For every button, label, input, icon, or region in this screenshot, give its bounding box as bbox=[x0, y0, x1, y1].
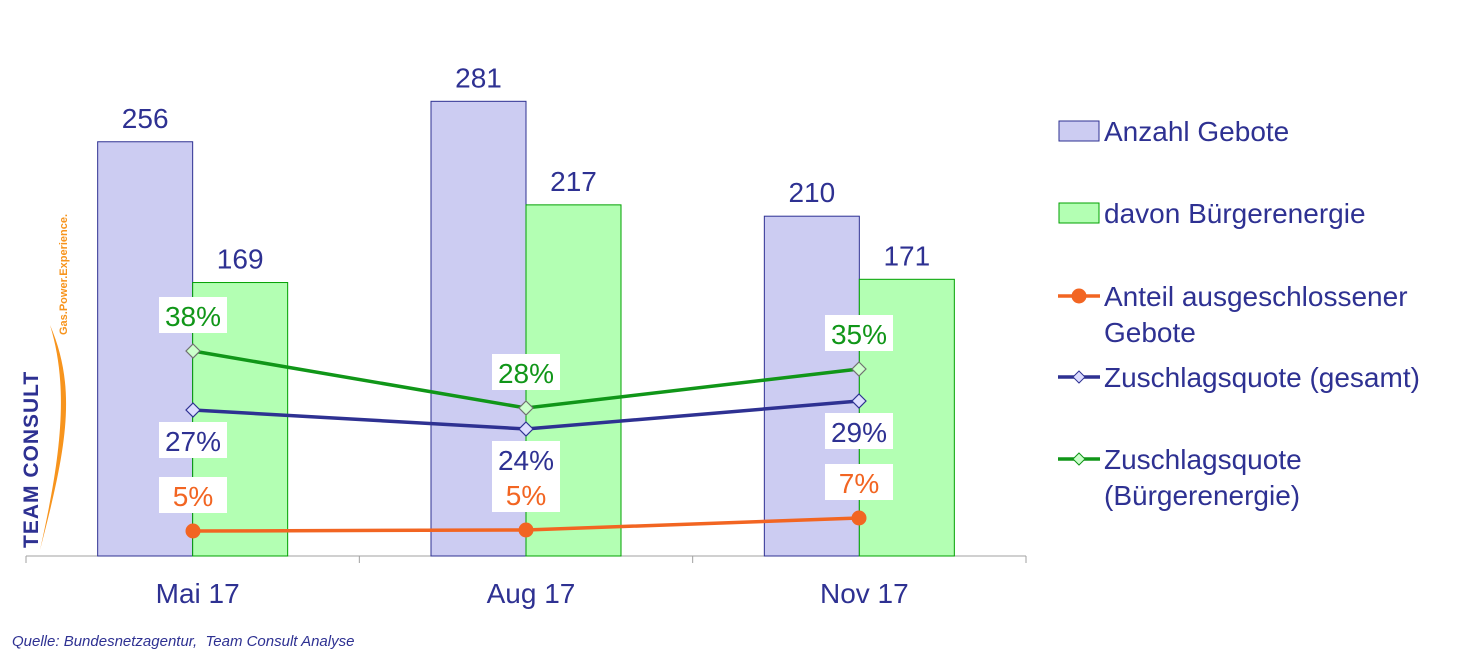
data-point bbox=[518, 522, 534, 538]
data-label-background bbox=[825, 315, 893, 351]
bar-value-label: 210 bbox=[788, 177, 835, 208]
data-label: 27% bbox=[165, 426, 221, 457]
data-label-background bbox=[492, 441, 560, 477]
legend-label: Anteil ausgeschlossener bbox=[1104, 281, 1408, 312]
data-label-background bbox=[825, 464, 893, 500]
legend-marker bbox=[1072, 370, 1086, 384]
data-label: 5% bbox=[506, 480, 546, 511]
legend-label: davon Bürgerenergie bbox=[1104, 198, 1366, 229]
data-point bbox=[185, 402, 201, 418]
bar-value-label: 281 bbox=[455, 62, 502, 93]
bar-value-label: 171 bbox=[883, 240, 930, 271]
data-point bbox=[518, 400, 534, 416]
logo-swoosh-icon bbox=[40, 325, 67, 550]
legend-label: Zuschlagsquote bbox=[1104, 444, 1302, 475]
bar bbox=[763, 215, 860, 557]
data-point bbox=[185, 343, 201, 359]
bar-value-label: 169 bbox=[217, 244, 264, 275]
data-label-background bbox=[492, 476, 560, 512]
data-label: 5% bbox=[173, 481, 213, 512]
logo-name: TEAM CONSULT bbox=[20, 370, 43, 548]
bar-value-label: 217 bbox=[550, 166, 597, 197]
data-label-background bbox=[492, 354, 560, 390]
legend-marker bbox=[1071, 288, 1087, 304]
data-label: 38% bbox=[165, 301, 221, 332]
x-tick-label: Mai 17 bbox=[156, 578, 240, 609]
data-label: 28% bbox=[498, 358, 554, 389]
x-tick-label: Nov 17 bbox=[820, 578, 909, 609]
legend-marker bbox=[1072, 452, 1086, 466]
data-label-background bbox=[159, 422, 227, 458]
data-label: 24% bbox=[498, 445, 554, 476]
x-tick-label: Aug 17 bbox=[487, 578, 576, 609]
team-consult-logo bbox=[8, 160, 78, 560]
data-point bbox=[851, 361, 867, 377]
logo-tagline: Gas.Power.Experience. bbox=[58, 213, 70, 335]
data-label-background bbox=[825, 413, 893, 449]
data-point bbox=[518, 421, 534, 437]
legend-label: Anzahl Gebote bbox=[1104, 116, 1289, 147]
data-label: 35% bbox=[831, 319, 887, 350]
source-note: Quelle: Bundesnetzagentur, Team Consult … bbox=[12, 633, 355, 650]
data-label: 7% bbox=[839, 468, 879, 499]
data-point bbox=[185, 523, 201, 539]
legend-swatch bbox=[1058, 202, 1100, 224]
legend-label: Zuschlagsquote (gesamt) bbox=[1104, 362, 1420, 393]
data-label-background bbox=[159, 297, 227, 333]
legend-label: Gebote bbox=[1104, 317, 1196, 348]
bar-value-label: 256 bbox=[122, 103, 169, 134]
data-label-background bbox=[159, 477, 227, 513]
legend-label: (Bürgerenergie) bbox=[1104, 480, 1300, 511]
data-point bbox=[851, 393, 867, 409]
data-point bbox=[851, 510, 867, 526]
legend-swatch bbox=[1058, 120, 1100, 142]
data-label: 29% bbox=[831, 417, 887, 448]
